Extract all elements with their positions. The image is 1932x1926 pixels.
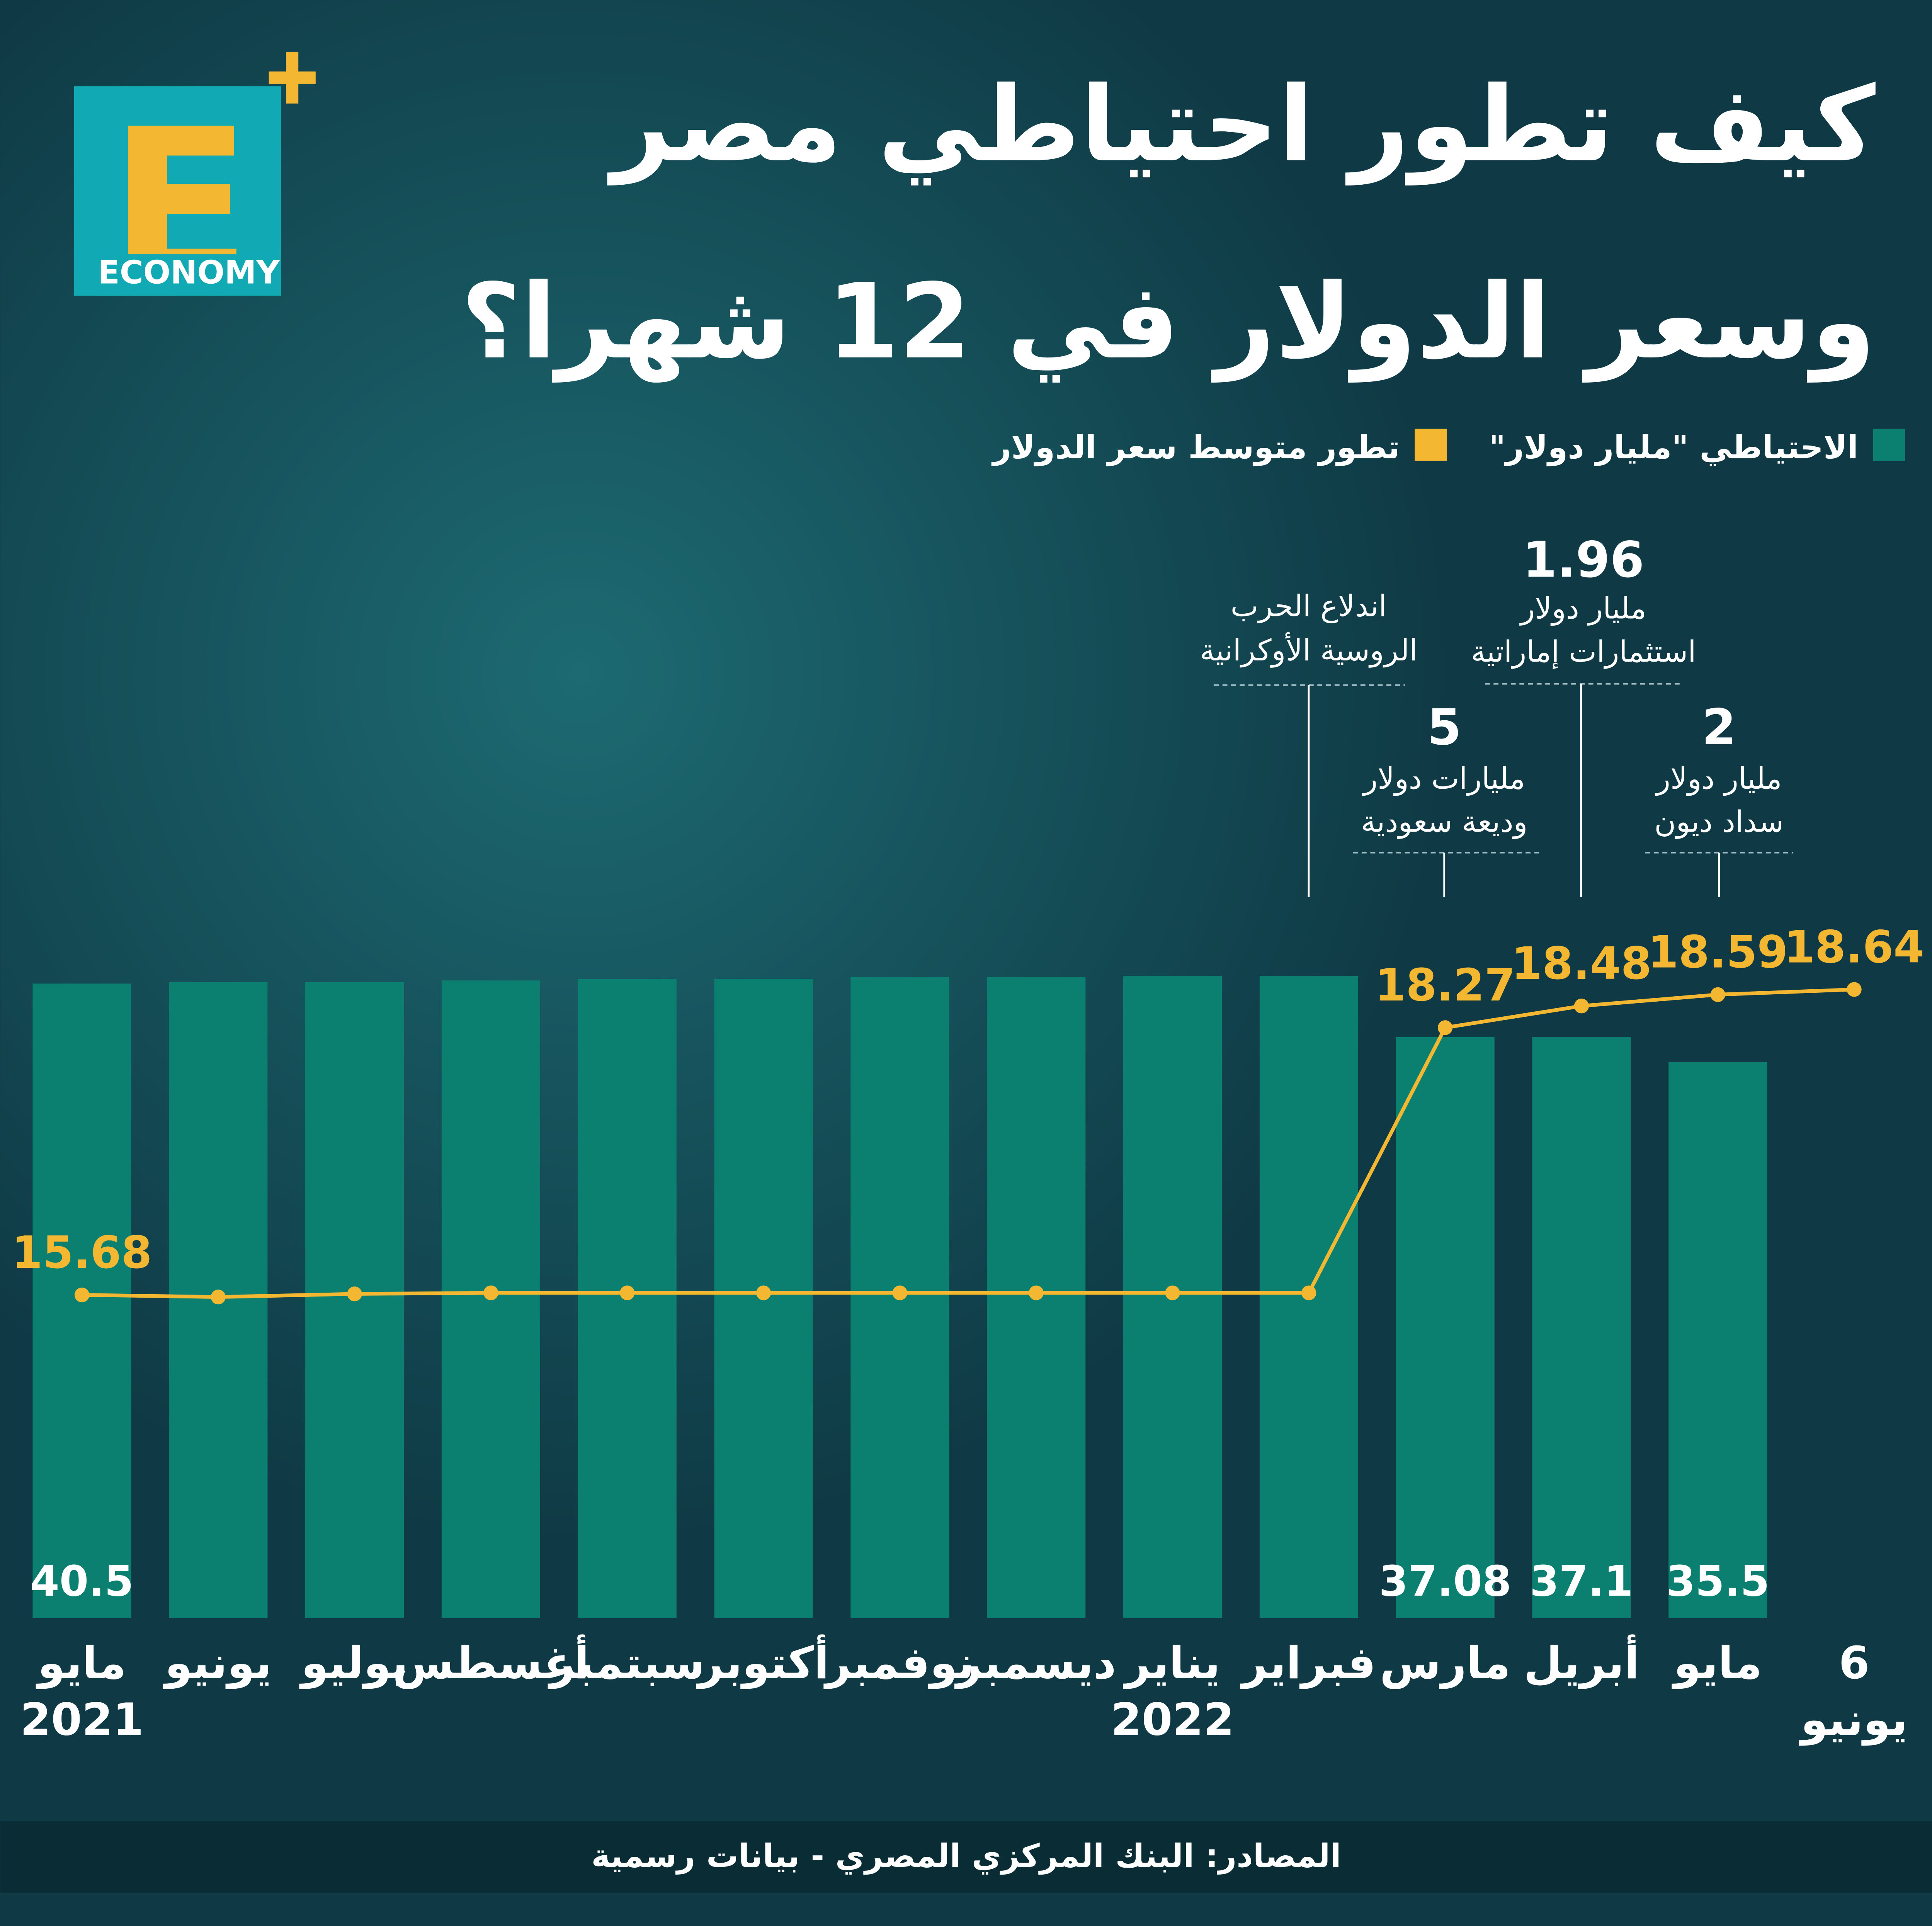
title-line: وسعر الدولار في 12 شهرا؟ [461, 262, 1876, 383]
line-value-label: 18.64 [1784, 921, 1924, 973]
annotation-amount: 2 [1702, 699, 1736, 756]
line-point [1710, 987, 1725, 1002]
x-tick-label: مايو [36, 1637, 126, 1689]
footer-band [0, 1821, 1932, 1893]
line-point [1574, 999, 1589, 1014]
annotation-text: مليار دولار [1519, 592, 1646, 626]
legend-swatch [1415, 429, 1447, 461]
x-tick-label: 2022 [1111, 1694, 1234, 1746]
logo-band [96, 254, 281, 296]
annotation-text: استثمارات إماراتية [1471, 635, 1696, 669]
x-tick-label: يونيو [1799, 1694, 1908, 1746]
line-point [620, 1285, 635, 1300]
x-tick-label: أغسطس [393, 1634, 589, 1689]
logo-plus [269, 51, 316, 104]
line-value-label: 18.27 [1375, 960, 1515, 1011]
line-point [483, 1285, 498, 1300]
x-tick-label: مايو [1672, 1637, 1762, 1689]
annotation-text: مليار دولار [1655, 762, 1782, 796]
x-tick-label: 2021 [20, 1694, 143, 1746]
annotation-amount: 5 [1427, 699, 1461, 756]
line [82, 987, 1854, 1299]
annotation-amount: 1.96 [1523, 531, 1645, 589]
line-point [347, 1286, 362, 1302]
line-point [211, 1290, 226, 1305]
line-value-label: 18.48 [1511, 938, 1651, 990]
bar-value-label: 37.1 [1530, 1557, 1633, 1606]
logo-text: ECONOMY [98, 254, 280, 291]
source: المصادر: البنك المركزي المصري - بيانات ر… [591, 1837, 1341, 1875]
annotation-text: سداد ديون [1654, 805, 1784, 839]
logo: E ECONOMY [74, 51, 316, 328]
x-tick-label: يونيو [163, 1637, 272, 1689]
line-value-label: 15.68 [12, 1227, 152, 1279]
line-point [74, 1287, 90, 1303]
x-tick-label: يوليو [299, 1637, 408, 1689]
x-tick-label: فبراير [1240, 1637, 1376, 1689]
x-tick-label: سبتمبر [548, 1637, 705, 1689]
bar [1396, 1037, 1495, 1618]
x-tick-label: ديسمبر [954, 1637, 1116, 1689]
x-tick-label: يناير [1123, 1637, 1221, 1689]
annotation-text: الروسية الأوكرانية [1200, 632, 1417, 668]
bar-value-label: 35.5 [1666, 1557, 1769, 1606]
title-line: كيف تطور احتياطي مصر [607, 65, 1877, 186]
line-point [892, 1285, 908, 1300]
line-point [756, 1285, 771, 1300]
line-value-label: 18.59 [1648, 927, 1788, 978]
line-point [1847, 982, 1862, 997]
plot: 40.5 37.08 37.1 35.5 15.68 18.2718.4818.5918.… [12, 921, 1924, 1746]
line-point [1165, 1285, 1180, 1300]
x-tick-label: نوفمبر [823, 1637, 974, 1689]
legend-label: تطور متوسط سعر الدولار [991, 429, 1400, 466]
line-point [1301, 1285, 1316, 1300]
annotation-text: وديعة سعودية [1361, 805, 1528, 839]
x-tick-label: 6 [1839, 1637, 1870, 1689]
bar-value-label: 37.08 [1379, 1557, 1512, 1606]
x-tick-label: أكتوبر [696, 1634, 829, 1689]
line-point [1029, 1285, 1044, 1300]
bar [1668, 1062, 1767, 1618]
legend-label: الاحتياطي "مليار دولار" [1489, 429, 1858, 466]
legend-swatch [1873, 429, 1905, 461]
x-tick-label: أبريل [1524, 1634, 1639, 1689]
line-point [1437, 1020, 1453, 1035]
bar-value-label: 40.5 [30, 1557, 133, 1606]
annotation-text: مليارات دولار [1362, 762, 1525, 796]
bar [1532, 1037, 1631, 1618]
annotation-text: اندلاع الحرب [1231, 589, 1387, 623]
annotations: اندلاع الحرب الروسية الأوكرانية 5 مليارا… [1200, 531, 1793, 897]
x-tick-label: مارس [1380, 1637, 1511, 1689]
